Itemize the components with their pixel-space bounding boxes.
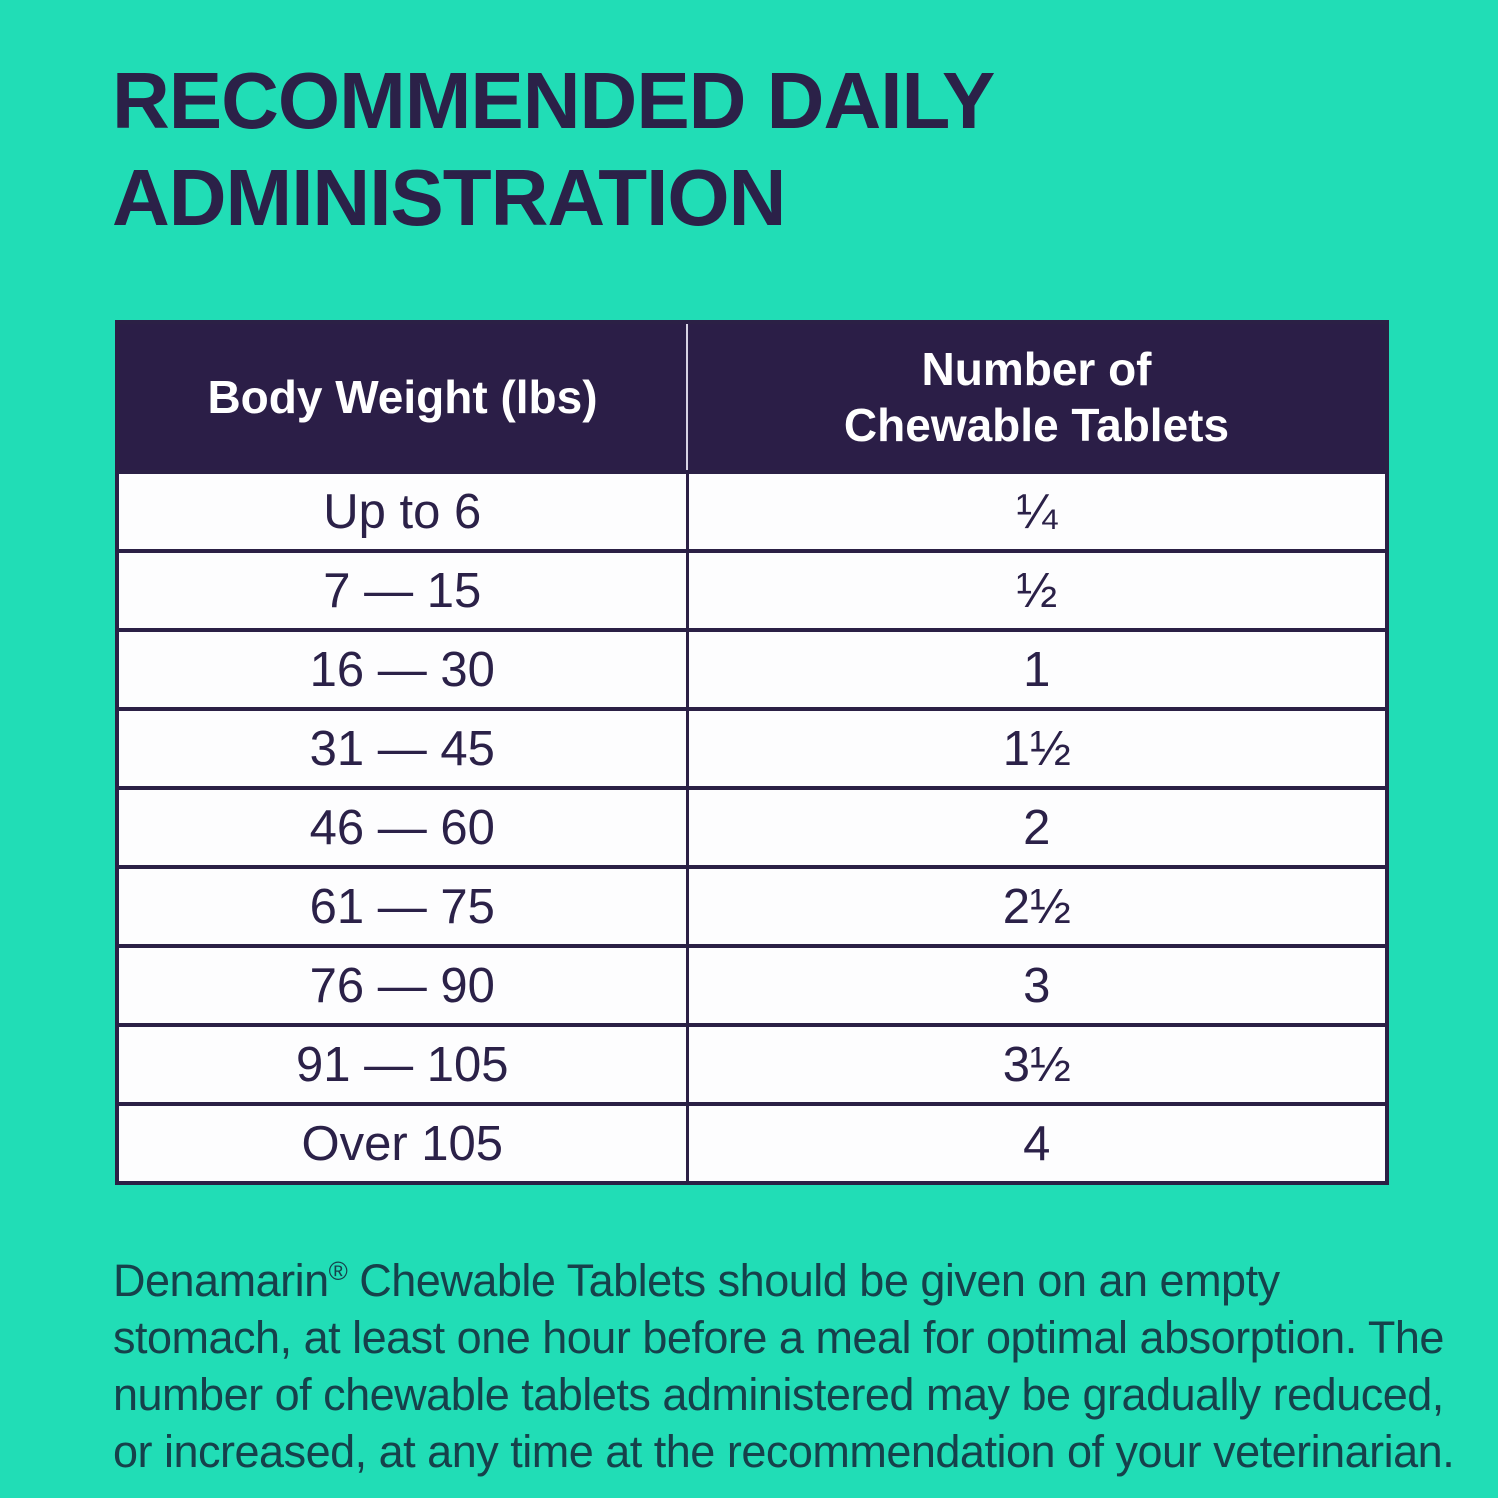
tablets-cell: 1 bbox=[687, 628, 1387, 709]
dosage-table: Body Weight (lbs) Number of Chewable Tab… bbox=[115, 320, 1389, 1185]
weight-cell: Up to 6 bbox=[117, 470, 689, 551]
tablets-header-cell: Number of Chewable Tablets bbox=[687, 322, 1387, 472]
weight-cell: 61 — 75 bbox=[117, 865, 689, 946]
tablets-cell: ¼ bbox=[687, 470, 1387, 551]
footnote-text: Chewable Tablets should be given on an e… bbox=[113, 1255, 1455, 1477]
weight-cell: 76 — 90 bbox=[117, 944, 689, 1025]
weight-cell: 31 — 45 bbox=[117, 707, 689, 788]
brand-name: Denamarin bbox=[113, 1255, 329, 1306]
body-weight-header-label: Body Weight (lbs) bbox=[207, 371, 598, 423]
weight-cell: 91 — 105 bbox=[117, 1023, 689, 1104]
tablets-cell: 3½ bbox=[687, 1023, 1387, 1104]
weight-cell: 46 — 60 bbox=[117, 786, 689, 867]
table-row: 46 — 60 2 bbox=[117, 786, 1387, 867]
weight-cell: 16 — 30 bbox=[117, 628, 689, 709]
table-header-row: Body Weight (lbs) Number of Chewable Tab… bbox=[117, 322, 1387, 472]
table-row: 76 — 90 3 bbox=[117, 944, 1387, 1025]
tablets-cell: 2 bbox=[687, 786, 1387, 867]
table-row: 7 — 15 ½ bbox=[117, 549, 1387, 630]
tablets-cell: 4 bbox=[687, 1102, 1387, 1183]
table-row: Up to 6 ¼ bbox=[117, 470, 1387, 551]
tablets-cell: 3 bbox=[687, 944, 1387, 1025]
table-row: 31 — 45 1½ bbox=[117, 707, 1387, 788]
registered-mark: ® bbox=[328, 1256, 348, 1286]
table-row: 16 — 30 1 bbox=[117, 628, 1387, 709]
tablets-cell: 2½ bbox=[687, 865, 1387, 946]
tablets-cell: ½ bbox=[687, 549, 1387, 630]
page-title: RECOMMENDED DAILY ADMINISTRATION bbox=[112, 56, 994, 242]
weight-cell: 7 — 15 bbox=[117, 549, 689, 630]
weight-cell: Over 105 bbox=[117, 1102, 689, 1183]
table-row: 61 — 75 2½ bbox=[117, 865, 1387, 946]
table-row: 91 — 105 3½ bbox=[117, 1023, 1387, 1104]
table-row: Over 105 4 bbox=[117, 1102, 1387, 1183]
tablets-header-label: Number of Chewable Tablets bbox=[843, 343, 1230, 451]
footnote: Denamarin® Chewable Tablets should be gi… bbox=[113, 1252, 1458, 1480]
tablets-cell: 1½ bbox=[687, 707, 1387, 788]
body-weight-header-cell: Body Weight (lbs) bbox=[117, 322, 688, 472]
